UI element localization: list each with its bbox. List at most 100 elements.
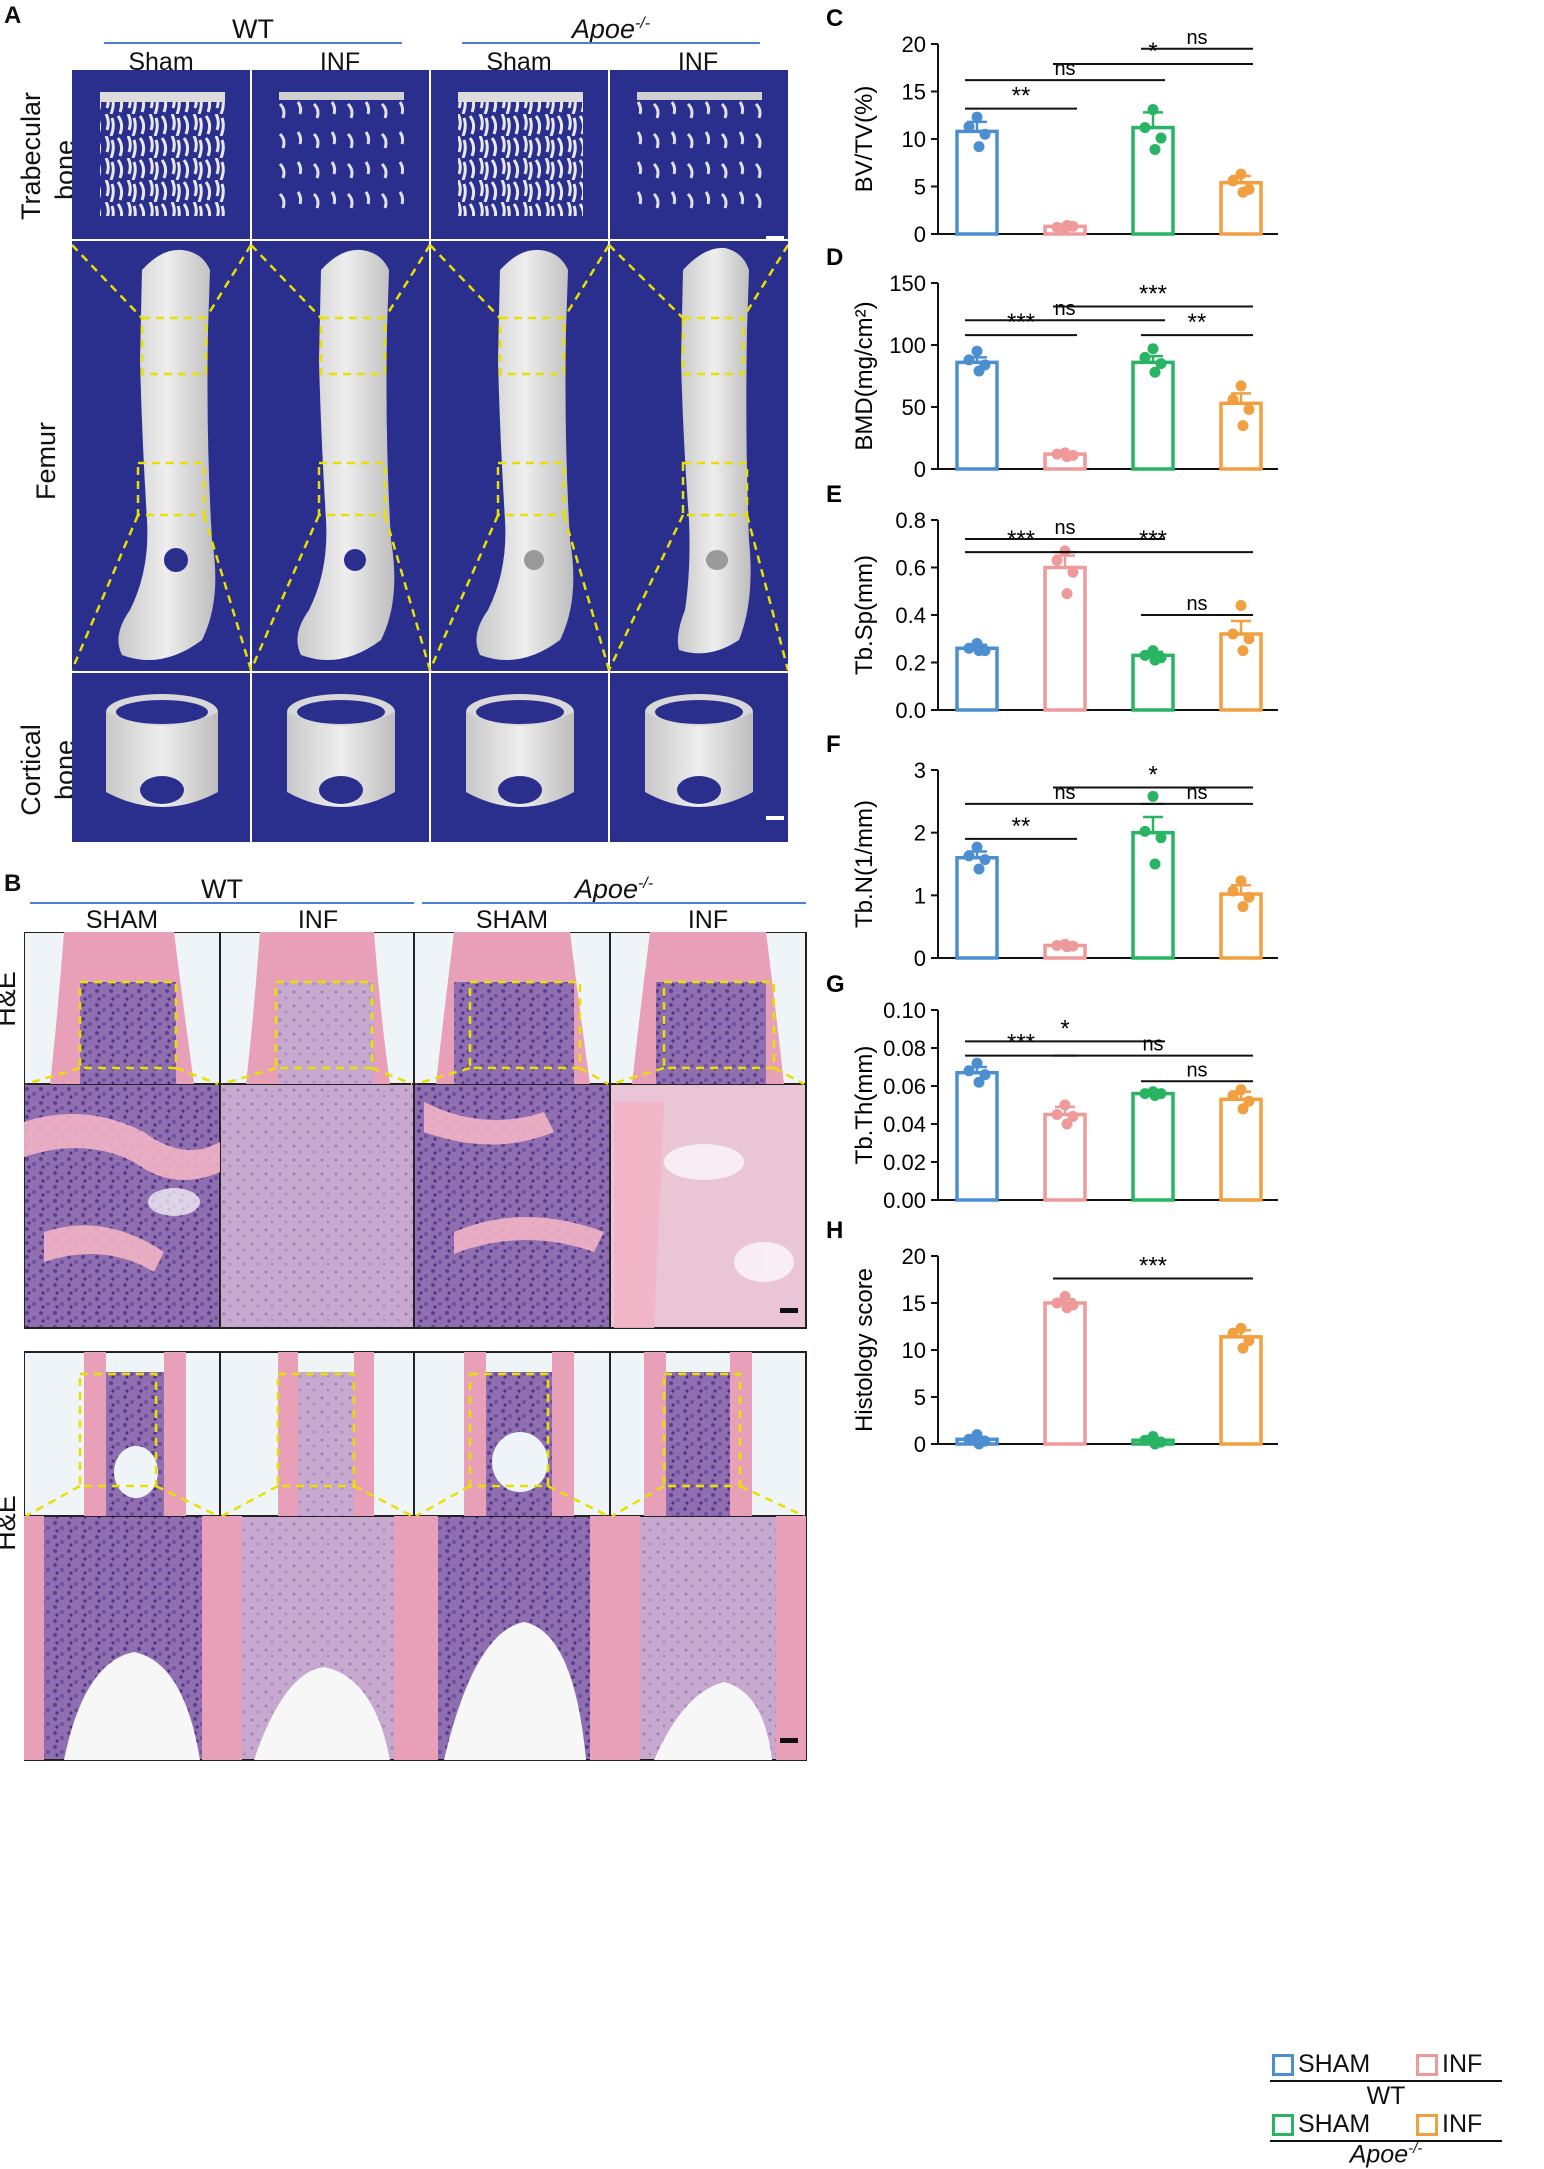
chart-c-ytick-label: 0	[914, 222, 926, 247]
chart-h-ytick-label: 20	[902, 1244, 926, 1269]
legend-label-apoe-sham: SHAM	[1298, 2110, 1371, 2138]
chart-g-ylabel: Tb.Th(mm)	[851, 1046, 878, 1165]
chart-d-ytick-label: 150	[889, 271, 926, 296]
chart-e-point	[1067, 566, 1079, 578]
chart-g-point	[1061, 1118, 1073, 1130]
chart-d-ylabel: BMD(mg/cm²)	[851, 301, 878, 450]
chart-g-ytick-label: 0.06	[883, 1074, 926, 1099]
chart-c-point	[1235, 168, 1247, 180]
he-label-bottom: H&E	[0, 1495, 21, 1551]
chart-d-bar	[1131, 360, 1175, 471]
chart-g-ytick-label: 0.10	[883, 998, 926, 1023]
panel-letter-h: H	[826, 1217, 843, 1244]
panel-letter-d: D	[826, 244, 843, 271]
chart-d-point	[963, 354, 975, 366]
chart-h-point	[1139, 1434, 1151, 1446]
chart-f-point	[1061, 941, 1073, 953]
chart-f-point	[1243, 891, 1255, 903]
chart-d-point	[973, 365, 985, 377]
chart-e-point	[1061, 588, 1073, 600]
legend-swatch-wt-sham	[1272, 2054, 1294, 2076]
chart-d-point	[1147, 343, 1159, 355]
chart-f-point	[963, 850, 975, 862]
chart-g-point	[1067, 1110, 1079, 1122]
chart-g-ytick-label: 0.04	[883, 1112, 926, 1137]
chart-c-sig-label: **	[1012, 83, 1031, 110]
chart-f-point	[1235, 875, 1247, 887]
chart-f-bar	[1131, 830, 1175, 960]
chart-g-point	[1243, 1095, 1255, 1107]
chart-d-point	[1139, 351, 1151, 363]
chart-g-point	[1139, 1088, 1151, 1100]
b-col-header-apoe-inf: INF	[687, 906, 729, 934]
chart-f-point	[1155, 832, 1167, 844]
chart-h-sig-label: ***	[1139, 1253, 1167, 1280]
chart-d-point	[1237, 420, 1249, 432]
chart-f-ytick-label: 2	[914, 821, 926, 846]
cortical-renders	[106, 694, 753, 807]
chart-g-sig-label: ***	[1007, 1030, 1035, 1057]
femur-renders	[118, 247, 751, 661]
legend-group-wt: WT	[1366, 2082, 1406, 2110]
chart-c-point	[1147, 104, 1159, 116]
legend-swatch-wt-inf	[1416, 2054, 1438, 2076]
chart-d-point	[1243, 403, 1255, 415]
chart-c-bar	[1131, 125, 1175, 236]
legend-group-apoe: Apoe-/-	[1349, 2140, 1423, 2169]
b-group-header-wt: WT	[201, 874, 243, 904]
chart-h-point	[1227, 1327, 1239, 1339]
chart-d-sig-label: ***	[1139, 281, 1167, 308]
chart-f-point	[973, 863, 985, 875]
chart-c-point	[1139, 122, 1151, 134]
chart-h-point	[1235, 1322, 1247, 1334]
chart-h-point	[971, 1429, 983, 1441]
chart-c-point	[971, 111, 983, 123]
chart-f-sig-label: ns	[1054, 782, 1075, 804]
chart-e-point	[1051, 554, 1063, 566]
chart-c-ytick-label: 5	[914, 175, 926, 200]
chart-f-point	[1139, 825, 1151, 837]
panel-letter-g: G	[826, 971, 845, 998]
chart-e-sig-label: ns	[1186, 593, 1207, 615]
chart-g-bar	[955, 1070, 999, 1202]
chart-e-ylabel: Tb.Sp(mm)	[851, 555, 878, 675]
chart-c-ytick-label: 20	[902, 32, 926, 57]
chart-e-point	[1243, 633, 1255, 645]
microct-image-grid	[72, 70, 788, 842]
chart-c-point	[979, 128, 991, 140]
chart-g-sig-label: *	[1060, 1015, 1069, 1042]
chart-h-bar	[1043, 1301, 1087, 1446]
chart-e-point	[1149, 654, 1161, 666]
chart-g-sig-label: ns	[1142, 1034, 1163, 1056]
chart-g-point	[973, 1076, 985, 1088]
chart-c-sig-label: ns	[1054, 58, 1075, 80]
chart-f-point	[979, 854, 991, 866]
chart-f-point	[1149, 858, 1161, 870]
chart-e-point	[1139, 649, 1151, 661]
chart-h-point	[1243, 1335, 1255, 1347]
chart-d-point	[1051, 448, 1063, 460]
chart-g-point	[1149, 1090, 1161, 1101]
chart-c-point	[1051, 221, 1063, 233]
legend-label-wt-sham: SHAM	[1298, 2050, 1371, 2078]
chart-h-point	[1061, 1302, 1073, 1314]
chart-e-point	[1235, 600, 1247, 611]
chart-d-bar	[1219, 401, 1263, 471]
b-group-line-wt	[30, 902, 414, 904]
group-header-apoe: Apoe-/-	[571, 14, 651, 44]
chart-e-point	[973, 645, 985, 657]
b-col-header-wt-sham: SHAM	[85, 906, 159, 934]
chart-d-point	[1061, 451, 1073, 463]
chart-f-point	[1227, 885, 1239, 897]
chart-e-sig-label: ***	[1139, 526, 1167, 553]
panel-letter-f: F	[826, 731, 841, 758]
chart-d-point	[971, 345, 983, 357]
chart-h-point	[1051, 1297, 1063, 1309]
chart-h-point	[1059, 1290, 1071, 1302]
chart-g-point	[1051, 1109, 1063, 1120]
b-col-header-apoe-sham: SHAM	[475, 906, 549, 934]
chart-f-sig-label: *	[1148, 762, 1157, 789]
chart-g-point	[979, 1069, 991, 1081]
he-histology-grid	[24, 932, 807, 1761]
